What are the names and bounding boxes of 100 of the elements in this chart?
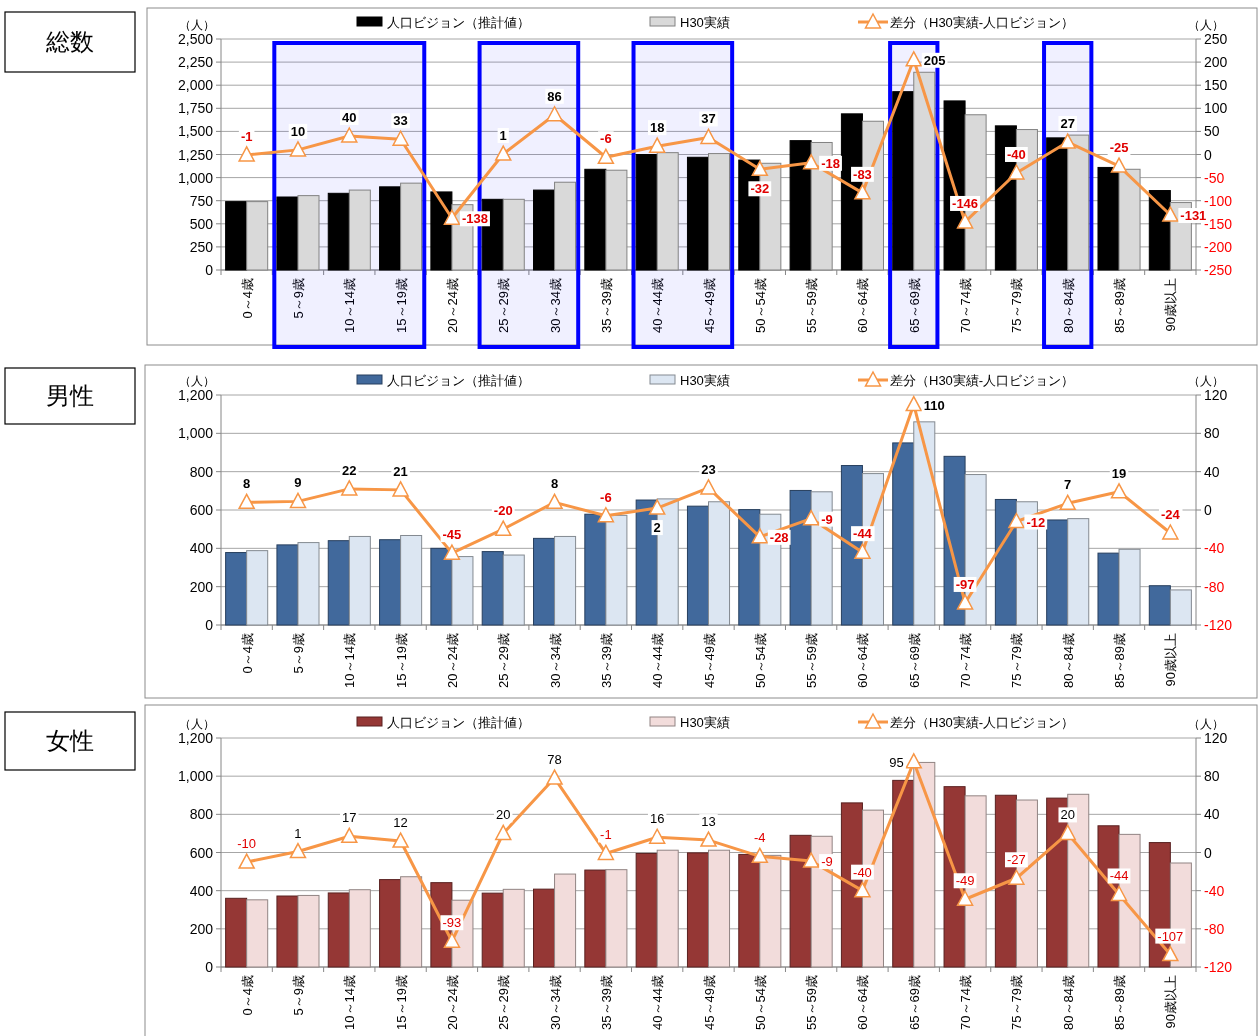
bar: [686, 156, 709, 271]
data-label: 40: [342, 110, 357, 126]
point: [392, 481, 409, 497]
y2-tick-label: 0: [1204, 146, 1212, 163]
y-tick-label: 1,200: [177, 730, 214, 746]
legend-label: 差分（H30実績-人口ビジョン）: [890, 715, 1075, 730]
x-tick-label: 90歳以上: [1163, 278, 1179, 332]
point: [392, 130, 409, 146]
point: [597, 844, 615, 861]
x-tick-label: 90歳以上: [1163, 633, 1179, 687]
y2-tick-label: 120: [1204, 730, 1228, 746]
point: [700, 479, 717, 495]
legend-label: 人口ビジョン（推計値）: [387, 373, 530, 388]
bar: [533, 888, 556, 968]
y-tick-label: 1,200: [177, 387, 214, 403]
y-tick-label: 200: [189, 920, 214, 937]
point: [1008, 869, 1025, 886]
point: [751, 847, 769, 864]
data-label: 27: [1060, 116, 1075, 132]
y2-tick-label: -250: [1204, 262, 1233, 278]
data-label: 18: [649, 120, 665, 136]
point: [443, 209, 461, 226]
point: [700, 831, 717, 847]
data-label: -6: [600, 489, 612, 505]
x-tick-label: 30～34歳: [547, 278, 563, 333]
data-label: 2: [653, 520, 661, 536]
data-label: 86: [547, 88, 562, 104]
point: [546, 493, 563, 510]
data-label: 8: [550, 476, 559, 492]
x-tick-label: 30～34歳: [547, 975, 563, 1030]
data-label: -1: [240, 128, 253, 144]
data-label: 16: [649, 811, 665, 827]
point: [443, 544, 461, 560]
point: [494, 520, 512, 536]
point: [1110, 157, 1128, 173]
bar: [789, 489, 812, 626]
data-label: 10: [290, 123, 306, 139]
y-tick-label: 600: [189, 502, 214, 518]
x-tick-label: 65～69歳: [906, 975, 922, 1030]
y2-tick-label: -40: [1204, 540, 1225, 557]
x-tick-label: 15～19歳: [393, 633, 409, 688]
point: [1059, 824, 1076, 841]
x-tick-label: 45～49歳: [701, 975, 717, 1030]
y-tick-label: 800: [189, 806, 214, 823]
point: [854, 184, 871, 200]
data-label: 21: [393, 463, 408, 479]
point: [289, 492, 307, 509]
point: [1059, 133, 1076, 149]
y-tick-label: 0: [205, 262, 214, 278]
y-tick-label: 1,250: [177, 146, 214, 163]
point: [905, 753, 923, 769]
data-label: 19: [1111, 465, 1127, 481]
point: [956, 594, 974, 610]
bar: [686, 852, 709, 968]
point: [1110, 483, 1128, 499]
bar: [1097, 166, 1120, 271]
x-tick-label: 55～59歳: [804, 278, 820, 333]
x-tick-label: 75～79歳: [1009, 278, 1025, 333]
y-axis-title: （人）: [179, 374, 215, 388]
y-tick-label: 400: [189, 540, 214, 557]
point: [546, 106, 563, 122]
y-axis-title: （人）: [179, 717, 215, 731]
data-label: -9: [821, 511, 833, 527]
bar: [738, 853, 761, 968]
x-tick-label: 25～29歳: [496, 975, 512, 1030]
y2-tick-label: -80: [1204, 920, 1225, 937]
x-tick-label: 80～84歳: [1060, 975, 1076, 1030]
data-label: 12: [393, 815, 408, 831]
x-tick-label: 40～44歳: [650, 975, 666, 1030]
data-label: -18: [821, 155, 840, 171]
y2-tick-label: 250: [1204, 31, 1228, 47]
data-label: -45: [442, 527, 462, 543]
y2-tick-label: 200: [1204, 54, 1228, 71]
x-tick-label: 20～24歳: [444, 278, 460, 333]
point: [648, 828, 666, 844]
point: [238, 146, 255, 162]
x-tick-label: 75～79歳: [1009, 633, 1025, 688]
y2-tick-label: -50: [1204, 169, 1225, 186]
data-label: -27: [1007, 852, 1026, 868]
x-tick-label: 40～44歳: [650, 278, 666, 333]
point: [751, 528, 769, 544]
y-tick-label: 0: [205, 959, 214, 975]
y2-tick-label: 100: [1204, 100, 1228, 117]
y2-axis-title: （人）: [1188, 18, 1224, 32]
y-axis-title: （人）: [179, 18, 215, 32]
bar: [533, 189, 556, 271]
y-tick-label: 1,000: [177, 768, 214, 785]
x-tick-label: 10～14歳: [342, 975, 358, 1030]
point: [238, 853, 255, 869]
bar: [276, 196, 299, 271]
data-label: -24: [1160, 507, 1181, 522]
x-tick-label: 70～74歳: [958, 633, 974, 688]
point: [1162, 524, 1179, 540]
bar: [635, 852, 658, 968]
y2-tick-label: 150: [1204, 77, 1228, 94]
point: [289, 141, 307, 157]
y2-tick-label: 50: [1204, 123, 1220, 140]
chart-title: 女性: [46, 727, 94, 754]
y-tick-label: 800: [189, 463, 214, 480]
data-label: -146: [952, 195, 979, 211]
